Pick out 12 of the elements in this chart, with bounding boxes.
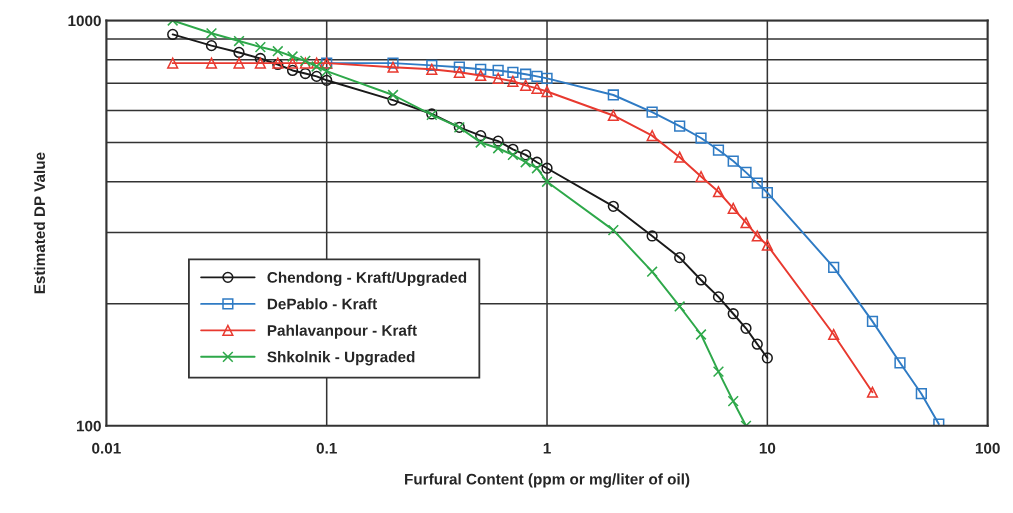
y-axis-title: Estimated DP Value	[33, 152, 46, 294]
x-tick-label: 0.1	[316, 442, 337, 454]
y-tick-label: 1000	[68, 15, 101, 27]
x-tick-label: 100	[975, 442, 1000, 454]
legend-label: Pahlavanpour - Kraft	[267, 324, 417, 339]
legend-label: Shkolnik - Upgraded	[267, 351, 415, 366]
x-tick-label: 0.01	[92, 442, 121, 454]
x-tick-label: 1	[543, 443, 551, 454]
legend-label: Chendong - Kraft/Upgraded	[267, 271, 467, 286]
x-tick-label: 10	[759, 442, 776, 454]
x-axis-title: Furfural Content (ppm or mg/liter of oil)	[405, 473, 690, 488]
legend-label: DePablo - Kraft	[267, 298, 377, 310]
